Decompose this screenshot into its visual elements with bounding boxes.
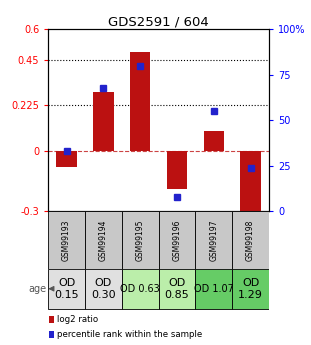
Bar — [232, 269, 269, 309]
Text: OD
0.85: OD 0.85 — [165, 278, 189, 299]
Bar — [85, 269, 122, 309]
Text: GSM99198: GSM99198 — [246, 219, 255, 261]
Bar — [232, 211, 269, 269]
Bar — [204, 130, 224, 151]
Text: GSM99193: GSM99193 — [62, 219, 71, 261]
Bar — [195, 269, 232, 309]
Bar — [240, 151, 261, 226]
Bar — [159, 269, 195, 309]
Text: GSM99196: GSM99196 — [173, 219, 182, 261]
Text: age: age — [28, 284, 46, 294]
Bar — [122, 211, 159, 269]
Bar — [85, 211, 122, 269]
Text: GSM99194: GSM99194 — [99, 219, 108, 261]
Bar — [49, 331, 54, 337]
Bar — [159, 211, 195, 269]
Bar — [48, 269, 85, 309]
Text: OD
0.30: OD 0.30 — [91, 278, 116, 299]
Bar — [49, 316, 54, 323]
Text: OD 0.63: OD 0.63 — [120, 284, 160, 294]
Bar — [48, 211, 85, 269]
Text: percentile rank within the sample: percentile rank within the sample — [57, 330, 202, 339]
Text: log2 ratio: log2 ratio — [57, 315, 98, 324]
Text: OD
1.29: OD 1.29 — [238, 278, 263, 299]
Bar — [57, 151, 77, 167]
Text: OD
0.15: OD 0.15 — [54, 278, 79, 299]
Text: GSM99195: GSM99195 — [136, 219, 145, 261]
Bar — [167, 151, 187, 189]
Bar — [130, 52, 150, 151]
Bar — [195, 211, 232, 269]
Text: OD 1.07: OD 1.07 — [194, 284, 234, 294]
Title: GDS2591 / 604: GDS2591 / 604 — [108, 15, 209, 28]
Bar — [122, 269, 159, 309]
Text: GSM99197: GSM99197 — [209, 219, 218, 261]
Bar — [93, 92, 114, 151]
